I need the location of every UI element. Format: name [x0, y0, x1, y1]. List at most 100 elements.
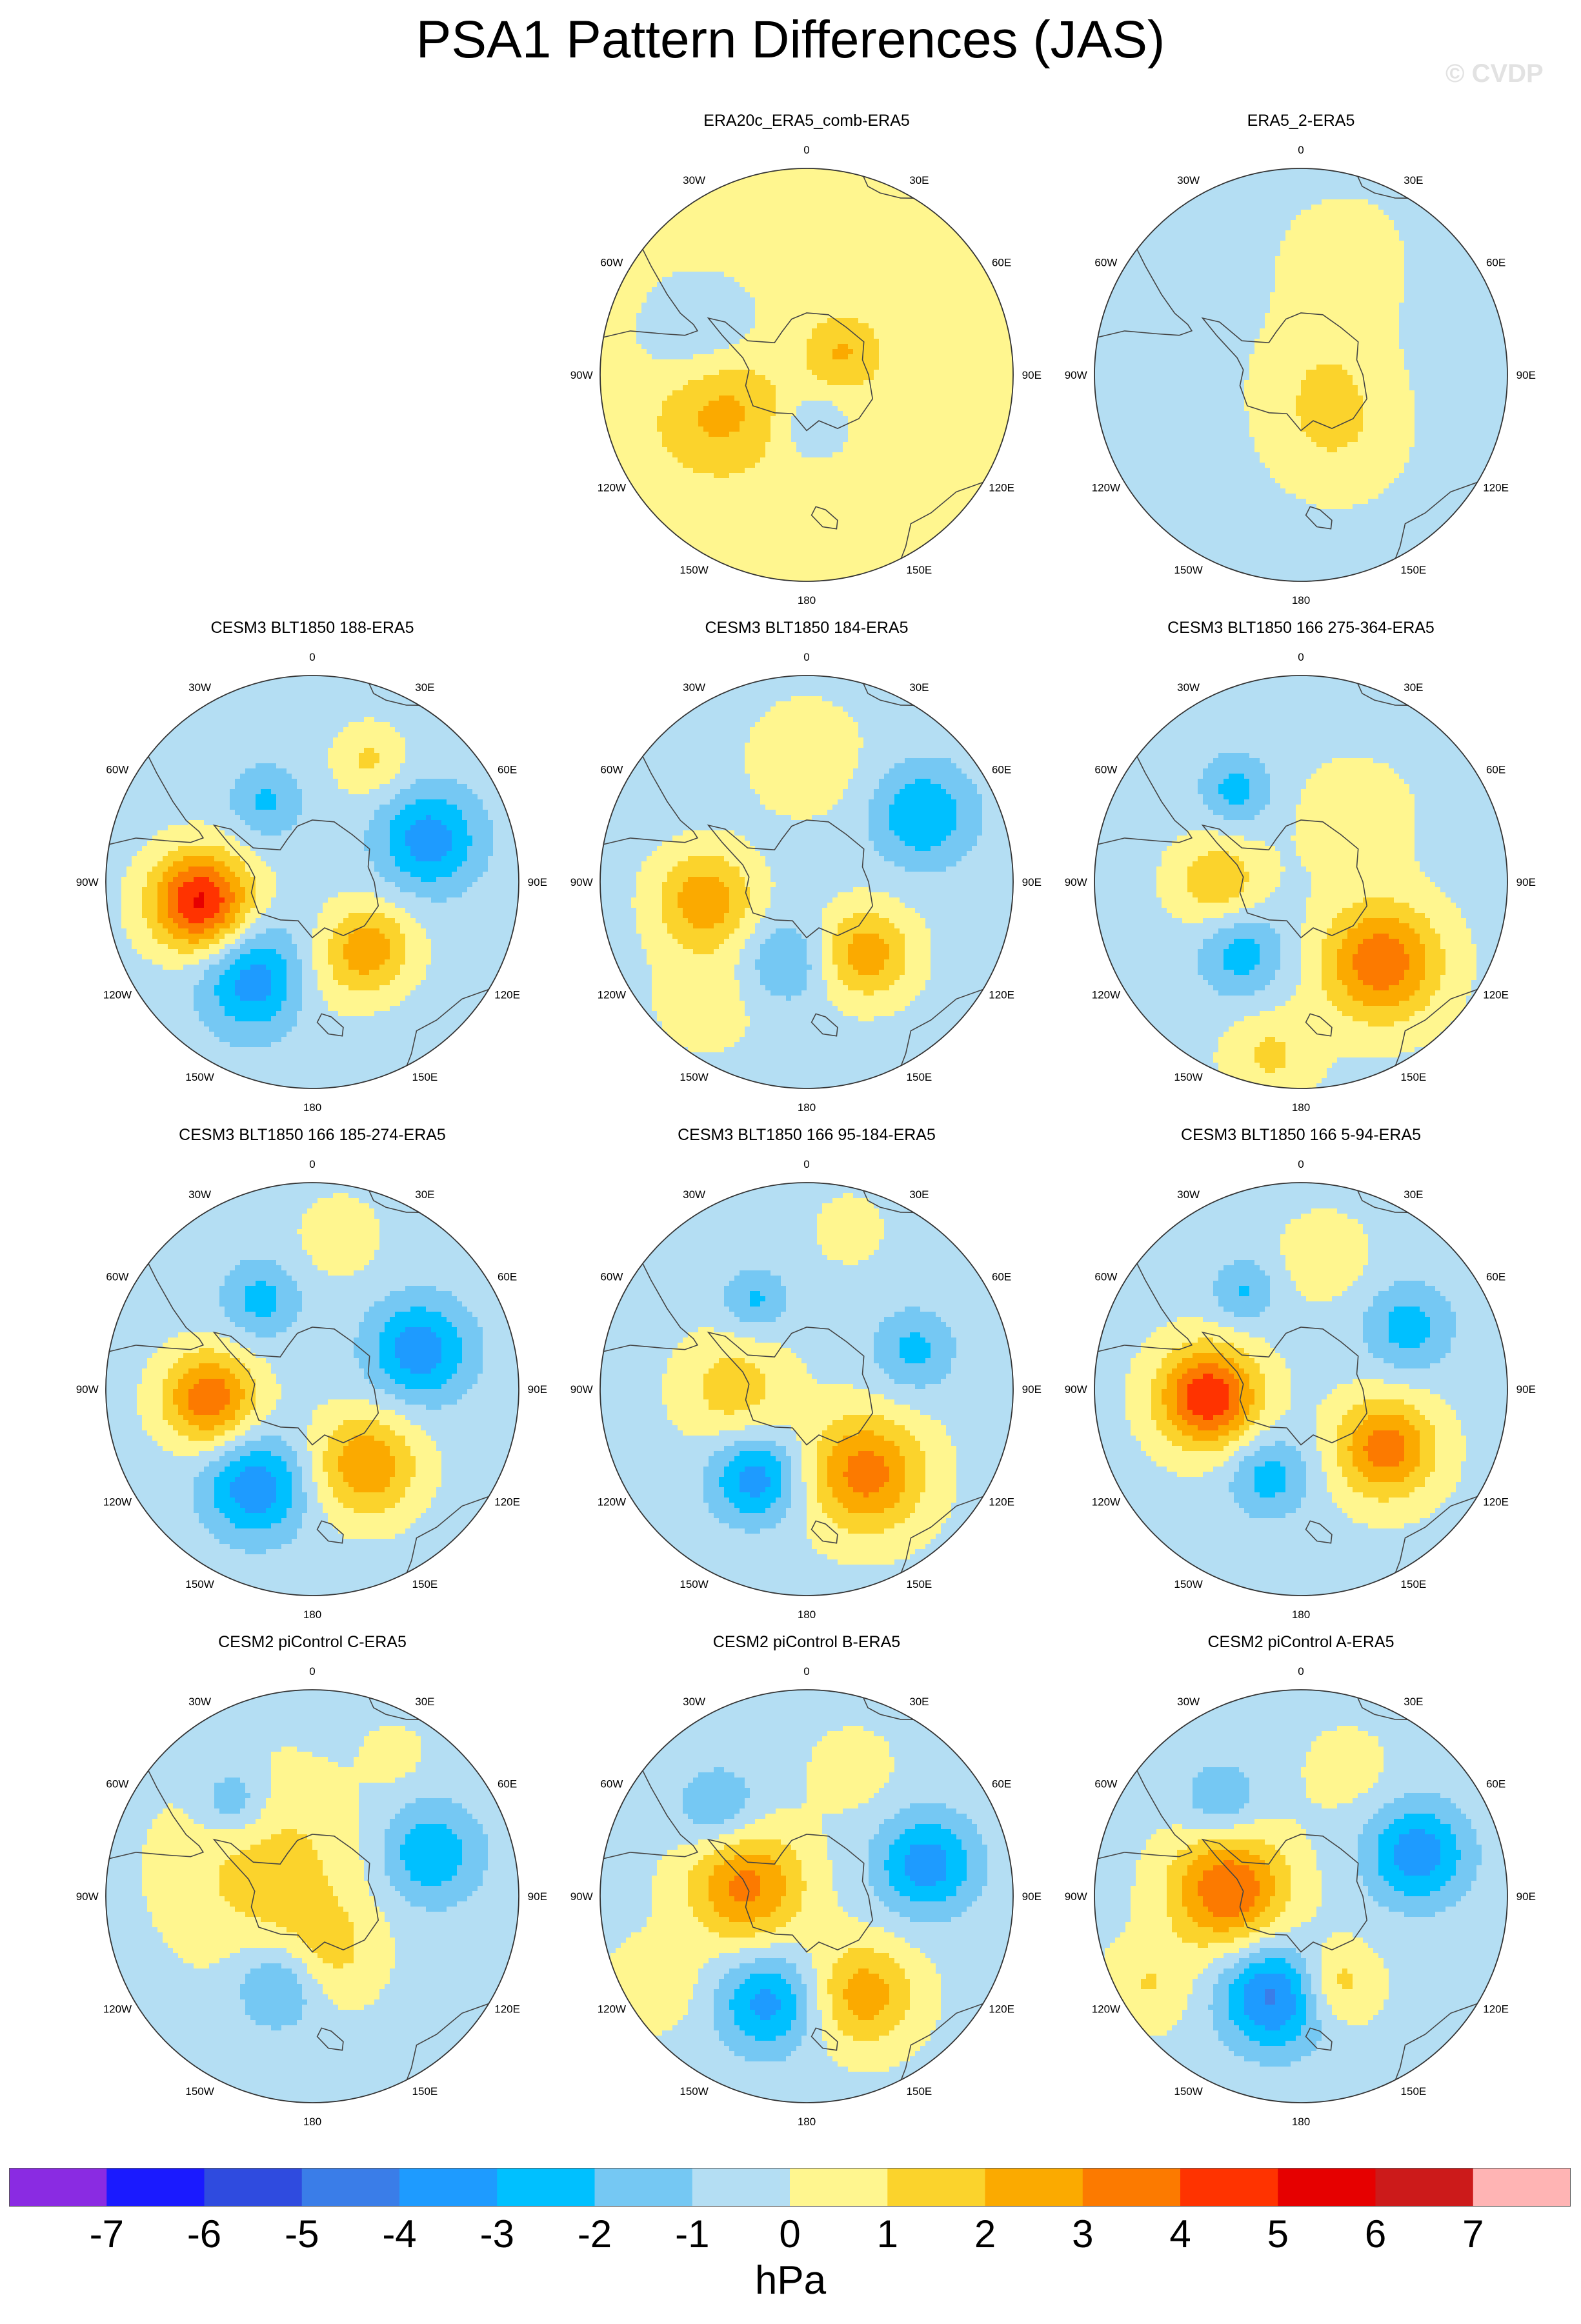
contour-cell	[915, 241, 921, 246]
contour-cell	[786, 318, 792, 324]
contour-cell	[853, 447, 859, 453]
contour-cell	[745, 256, 750, 262]
contour-cell	[987, 287, 993, 293]
contour-cell	[698, 328, 704, 334]
contour-cell	[719, 230, 725, 236]
contour-cell	[755, 297, 761, 303]
contour-cell	[858, 499, 864, 505]
contour-cell	[982, 380, 988, 386]
contour-cell	[678, 504, 683, 510]
contour-cell	[801, 375, 807, 381]
contour-cell	[801, 334, 807, 339]
contour-cell	[631, 261, 637, 267]
contour-cell	[678, 334, 683, 339]
contour-cell	[858, 370, 864, 376]
contour-cell	[905, 318, 911, 324]
contour-cell	[703, 241, 709, 246]
contour-cell	[662, 246, 668, 252]
contour-cell	[770, 483, 776, 489]
contour-cell	[662, 282, 668, 288]
contour-cell	[967, 354, 972, 360]
contour-cell	[817, 349, 823, 355]
contour-cell	[781, 344, 787, 350]
contour-cell	[765, 509, 771, 515]
contour-cell	[765, 256, 771, 262]
contour-cell	[900, 370, 905, 376]
contour-cell	[936, 277, 942, 283]
contour-cell	[714, 514, 720, 520]
contour-cell	[817, 246, 823, 252]
contour-cell	[616, 349, 621, 355]
contour-cell	[910, 251, 916, 257]
contour-cell	[745, 442, 750, 448]
contour-cell	[884, 540, 890, 546]
contour-cell	[647, 272, 652, 277]
contour-cell	[920, 246, 926, 252]
contour-cell	[652, 375, 658, 381]
contour-cell	[745, 287, 750, 293]
contour-cell	[843, 339, 849, 345]
contour-cell	[879, 406, 885, 412]
contour-cell	[853, 457, 859, 463]
contour-cell	[626, 318, 632, 324]
contour-cell	[605, 385, 611, 391]
contour-cell	[657, 308, 663, 314]
contour-cell	[936, 339, 942, 345]
contour-cell	[920, 504, 926, 510]
contour-cell	[647, 251, 652, 257]
contour-cell	[894, 241, 900, 246]
contour-cell	[641, 406, 647, 412]
contour-cell	[734, 323, 740, 329]
contour-cell	[863, 483, 869, 489]
contour-cell	[719, 251, 725, 257]
contour-cell	[931, 292, 936, 298]
contour-cell	[672, 442, 678, 448]
contour-cell	[987, 442, 993, 448]
contour-cell	[962, 473, 967, 479]
contour-cell	[977, 297, 983, 303]
contour-cell	[931, 313, 936, 319]
contour-cell	[719, 483, 725, 489]
contour-cell	[688, 540, 694, 546]
contour-cell	[770, 205, 776, 210]
contour-cell	[951, 349, 957, 355]
contour-cell	[672, 380, 678, 386]
contour-cell	[776, 328, 781, 334]
contour-cell	[740, 230, 745, 236]
contour-cell	[672, 411, 678, 417]
contour-cell	[657, 478, 663, 484]
contour-cell	[776, 194, 781, 200]
contour-cell	[936, 426, 942, 432]
contour-cell	[750, 210, 756, 215]
contour-cell	[874, 323, 880, 329]
contour-cell	[843, 380, 849, 386]
contour-cell	[714, 199, 720, 205]
contour-cell	[791, 365, 797, 370]
contour-cell	[662, 447, 668, 453]
contour-cell	[977, 266, 983, 272]
contour-cell	[962, 297, 967, 303]
contour-cell	[879, 457, 885, 463]
contour-cell	[817, 499, 823, 505]
contour-cell	[724, 189, 730, 195]
contour-cell	[740, 205, 745, 210]
contour-cell	[616, 370, 621, 376]
contour-cell	[678, 220, 683, 226]
contour-cell	[946, 468, 952, 474]
contour-cell	[796, 349, 802, 355]
contour-cell	[776, 277, 781, 283]
contour-cell	[900, 266, 905, 272]
contour-cell	[709, 365, 714, 370]
contour-cell	[900, 401, 905, 406]
contour-cell	[786, 380, 792, 386]
contour-cell	[760, 457, 766, 463]
contour-cell	[982, 411, 988, 417]
contour-cell	[951, 334, 957, 339]
contour-cell	[972, 390, 978, 396]
contour-cell	[838, 194, 843, 200]
contour-cell	[915, 303, 921, 308]
contour-cell	[683, 499, 689, 505]
contour-cell	[647, 401, 652, 406]
contour-cell	[770, 396, 776, 401]
contour-cell	[740, 313, 745, 319]
